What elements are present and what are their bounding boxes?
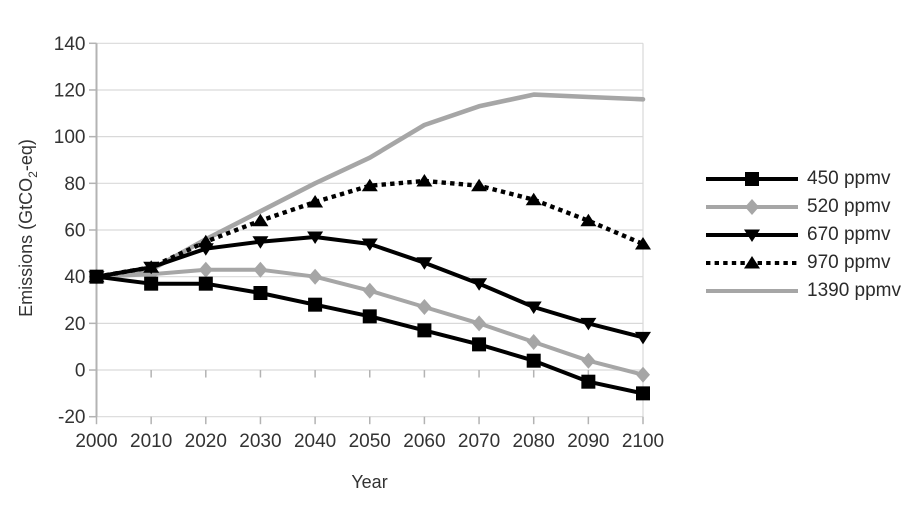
marker-diamond-520-ppmv: [526, 334, 541, 350]
series-line-970-ppmv: [96, 178, 644, 279]
x-tick-label: 2080: [513, 431, 555, 452]
x-tick-label: 2000: [75, 431, 117, 452]
x-tick-label: 2040: [294, 431, 336, 452]
x-tick-label: 2060: [403, 431, 445, 452]
legend-sample-diamond-icon: [706, 199, 798, 215]
legend-item-1390-ppmv: 1390 ppmv: [706, 280, 901, 302]
y-axis-title: Emissions (GtCO2-eq): [16, 139, 40, 317]
y-axis-title-text: Emissions (GtCO: [16, 177, 37, 317]
marker-diamond-520-ppmv: [362, 282, 377, 299]
marker-triangle-down-670-ppmv: [580, 317, 597, 331]
legend-item-520-ppmv: 520 ppmv: [706, 196, 901, 218]
y-tick-label: 40: [64, 267, 85, 288]
marker-square-450-ppmv: [253, 286, 268, 301]
legend-item-670-ppmv: 670 ppmv: [706, 224, 901, 246]
marker-triangle-down-670-ppmv: [471, 278, 488, 291]
legend-label: 970 ppmv: [807, 252, 891, 273]
marker-triangle-up-970-ppmv: [580, 213, 597, 227]
marker-triangle-down-670-ppmv: [197, 243, 214, 256]
legend-sample-square-icon: [706, 172, 798, 186]
marker-square-450-ppmv: [144, 276, 159, 291]
x-tick-label: 2030: [239, 431, 281, 452]
marker-triangle-up-970-ppmv: [525, 192, 542, 206]
y-tick-label: 60: [64, 221, 85, 242]
marker-diamond-520-ppmv: [417, 299, 432, 315]
marker-square-450-ppmv: [89, 269, 104, 284]
marker-square-450-ppmv: [362, 309, 377, 324]
x-tick-label: 2100: [622, 431, 664, 452]
marker-diamond-520-ppmv: [198, 261, 213, 278]
marker-square-450-ppmv: [526, 353, 541, 368]
x-tick-label: 2050: [349, 431, 391, 452]
marker-square-450-ppmv: [308, 297, 323, 312]
y-tick-label: 0: [75, 361, 86, 382]
marker-diamond-520-ppmv: [636, 366, 650, 383]
x-tick-label: 2070: [458, 431, 500, 452]
y-tick-label: -20: [58, 407, 85, 428]
legend-label: 670 ppmv: [807, 224, 891, 245]
marker-square-450-ppmv: [636, 386, 650, 401]
marker-triangle-up-970-ppmv: [635, 237, 651, 250]
legend: 450 ppmv 520 ppmv 670 ppmv 970 ppmv 1390 ppm…: [706, 168, 901, 302]
legend-sample-triangle-down-icon: [706, 229, 798, 242]
legend-marker-triangle-up: [744, 256, 760, 269]
marker-triangle-up-970-ppmv: [307, 195, 324, 208]
marker-triangle-up-970-ppmv: [416, 174, 433, 187]
legend-label: 520 ppmv: [807, 196, 891, 217]
legend-item-970-ppmv: 970 ppmv: [706, 252, 901, 274]
y-tick-label: 140: [54, 34, 86, 55]
x-tick-label: 2010: [130, 431, 172, 452]
marker-square-450-ppmv: [581, 374, 596, 389]
marker-triangle-up-970-ppmv: [252, 213, 269, 227]
marker-triangle-down-670-ppmv: [525, 301, 542, 314]
marker-diamond-520-ppmv: [581, 352, 596, 369]
marker-square-450-ppmv: [198, 276, 213, 291]
y-axis-title-subscript: 2: [25, 171, 40, 178]
legend-marker-diamond: [745, 199, 759, 215]
y-tick-label: 20: [64, 314, 85, 335]
legend-sample-none-icon: [706, 289, 798, 293]
marker-triangle-down-670-ppmv: [307, 231, 324, 244]
y-tick-label: 80: [64, 174, 85, 195]
marker-triangle-up-970-ppmv: [361, 178, 378, 192]
marker-diamond-520-ppmv: [253, 261, 268, 278]
legend-label: 1390 ppmv: [807, 280, 902, 301]
marker-triangle-up-970-ppmv: [471, 178, 488, 192]
legend-item-450-ppmv: 450 ppmv: [706, 168, 901, 190]
marker-triangle-down-670-ppmv: [361, 238, 378, 251]
legend-sample-triangle-up-icon: [706, 256, 798, 269]
marker-triangle-down-670-ppmv: [252, 236, 269, 249]
x-axis-title: Year: [351, 472, 388, 492]
x-tick-label: 2090: [567, 431, 609, 452]
marker-square-450-ppmv: [417, 323, 432, 338]
marker-triangle-down-670-ppmv: [416, 257, 433, 270]
marker-triangle-down-670-ppmv: [635, 331, 651, 345]
y-tick-label: 120: [54, 80, 86, 101]
legend-marker-square: [745, 172, 759, 186]
marker-triangle-down-670-ppmv: [143, 261, 160, 275]
legend-label: 450 ppmv: [807, 168, 891, 189]
y-axis-title-text-suffix: -eq): [16, 139, 37, 172]
marker-diamond-520-ppmv: [472, 315, 487, 332]
legend-marker-triangle-down: [744, 229, 760, 242]
marker-diamond-520-ppmv: [308, 268, 323, 285]
marker-square-450-ppmv: [472, 337, 487, 352]
x-tick-label: 2020: [185, 431, 227, 452]
y-tick-label: 100: [54, 127, 86, 148]
